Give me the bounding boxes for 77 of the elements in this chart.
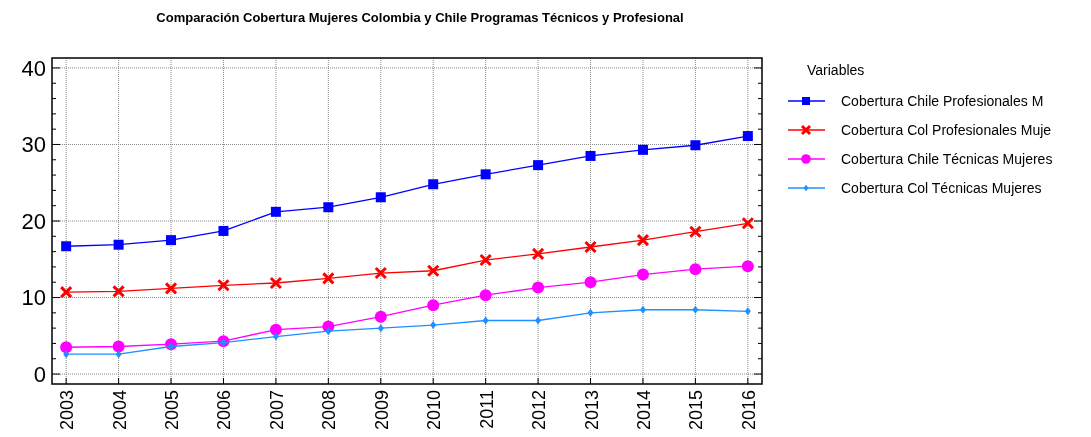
point — [59, 285, 73, 299]
point — [427, 299, 440, 312]
point — [744, 307, 751, 316]
y-tick-label: 0 — [33, 361, 46, 387]
x-tick-label: 2013 — [581, 390, 602, 431]
legend-label: Cobertura Chile Técnicas Mujeres — [841, 150, 1053, 167]
point — [164, 281, 178, 295]
x-tick-label: 2009 — [371, 390, 392, 431]
point — [374, 310, 387, 323]
x-tick-label: 2014 — [633, 390, 654, 431]
legend-title: Variables — [807, 62, 865, 78]
point — [479, 289, 492, 302]
point — [270, 206, 281, 217]
x-tick-label: 2011 — [476, 390, 497, 429]
point — [112, 340, 125, 353]
point — [168, 342, 175, 351]
chart-title: Comparación Cobertura Mujeres Colombia y Chile Programas Técnicos y Profesional — [156, 10, 684, 25]
point — [325, 327, 332, 336]
point — [584, 276, 597, 289]
point — [218, 225, 229, 236]
point — [533, 160, 544, 171]
x-tick-label: 2010 — [424, 390, 445, 431]
point — [61, 241, 72, 252]
x-tick-label: 2015 — [686, 390, 707, 431]
point — [479, 253, 493, 267]
y-tick-label: 30 — [21, 132, 46, 158]
y-tick-label: 10 — [21, 285, 46, 311]
point — [532, 281, 545, 294]
point — [430, 321, 437, 330]
point — [587, 308, 594, 317]
point — [112, 284, 126, 298]
point — [426, 264, 440, 278]
point — [690, 140, 701, 151]
point — [269, 276, 283, 290]
point — [692, 305, 699, 314]
point — [636, 233, 650, 247]
point — [636, 268, 649, 281]
y-tick-label: 40 — [21, 55, 46, 81]
point — [321, 271, 335, 285]
point — [272, 332, 279, 341]
point — [480, 169, 491, 180]
point — [639, 305, 646, 314]
point — [113, 239, 124, 250]
point — [584, 240, 598, 254]
legend-label: Cobertura Col Profesionales Muje — [841, 121, 1052, 138]
point — [166, 235, 177, 246]
point — [741, 216, 755, 230]
x-tick-label: 2003 — [57, 390, 78, 431]
point — [482, 316, 489, 325]
point — [535, 316, 542, 325]
point — [689, 263, 702, 276]
y-tick-label: 20 — [21, 208, 46, 234]
point — [63, 350, 70, 359]
x-tick-label: 2016 — [738, 390, 759, 431]
point — [60, 341, 73, 354]
point — [374, 266, 388, 280]
point — [115, 350, 122, 359]
point — [216, 278, 230, 292]
x-tick-label: 2005 — [162, 390, 183, 431]
x-tick-label: 2007 — [266, 390, 287, 431]
point — [742, 131, 753, 142]
point — [269, 323, 282, 336]
x-tick-label: 2006 — [214, 390, 235, 431]
x-tick-label: 2012 — [529, 390, 550, 431]
x-tick-label: 2008 — [319, 390, 340, 431]
point — [428, 179, 439, 190]
point — [585, 150, 596, 161]
x-tick-label: 2004 — [109, 390, 130, 431]
legend-label: Cobertura Chile Profesionales M — [841, 92, 1044, 109]
point — [323, 202, 334, 213]
point — [531, 247, 545, 261]
point — [637, 144, 648, 155]
point — [375, 192, 386, 203]
point — [741, 260, 754, 273]
point — [688, 225, 702, 239]
point — [377, 324, 384, 333]
legend-label: Cobertura Col Técnicas Mujeres — [841, 179, 1042, 196]
